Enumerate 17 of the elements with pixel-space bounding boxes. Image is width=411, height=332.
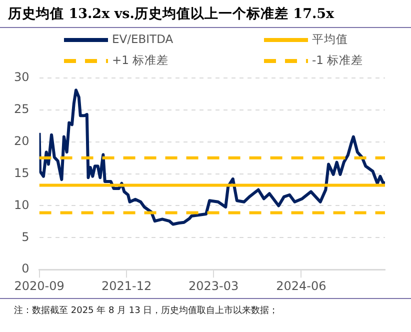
y-tick-label: 0: [22, 262, 30, 276]
y-tick-label: 30: [14, 70, 30, 84]
legend-label: -1 标准差: [312, 52, 364, 67]
legend-label: 平均值: [312, 32, 348, 46]
text: 注：数据截至 2025 年 8 月 13 日，历史均值取自上市以来数据；: [14, 304, 280, 317]
chart-title: 历史均值 13.2x vs.历史均值以上一个标准差 17.5x: [0, 0, 411, 28]
y-tick-label: 20: [14, 134, 30, 148]
x-tick-label: 2020-09: [14, 278, 64, 293]
legend-label: EV/EBITDA: [112, 32, 174, 46]
y-tick-label: 10: [14, 198, 30, 212]
y-tick-label: 15: [14, 166, 30, 180]
y-tick-label: 25: [14, 102, 30, 116]
legend-label: +1 标准差: [112, 52, 169, 67]
y-tick-label: 5: [22, 230, 30, 244]
x-tick-label: 2023-03: [188, 278, 239, 293]
x-tick-label: 2024-06: [276, 278, 326, 293]
x-tick-label: 2021-12: [101, 278, 152, 293]
